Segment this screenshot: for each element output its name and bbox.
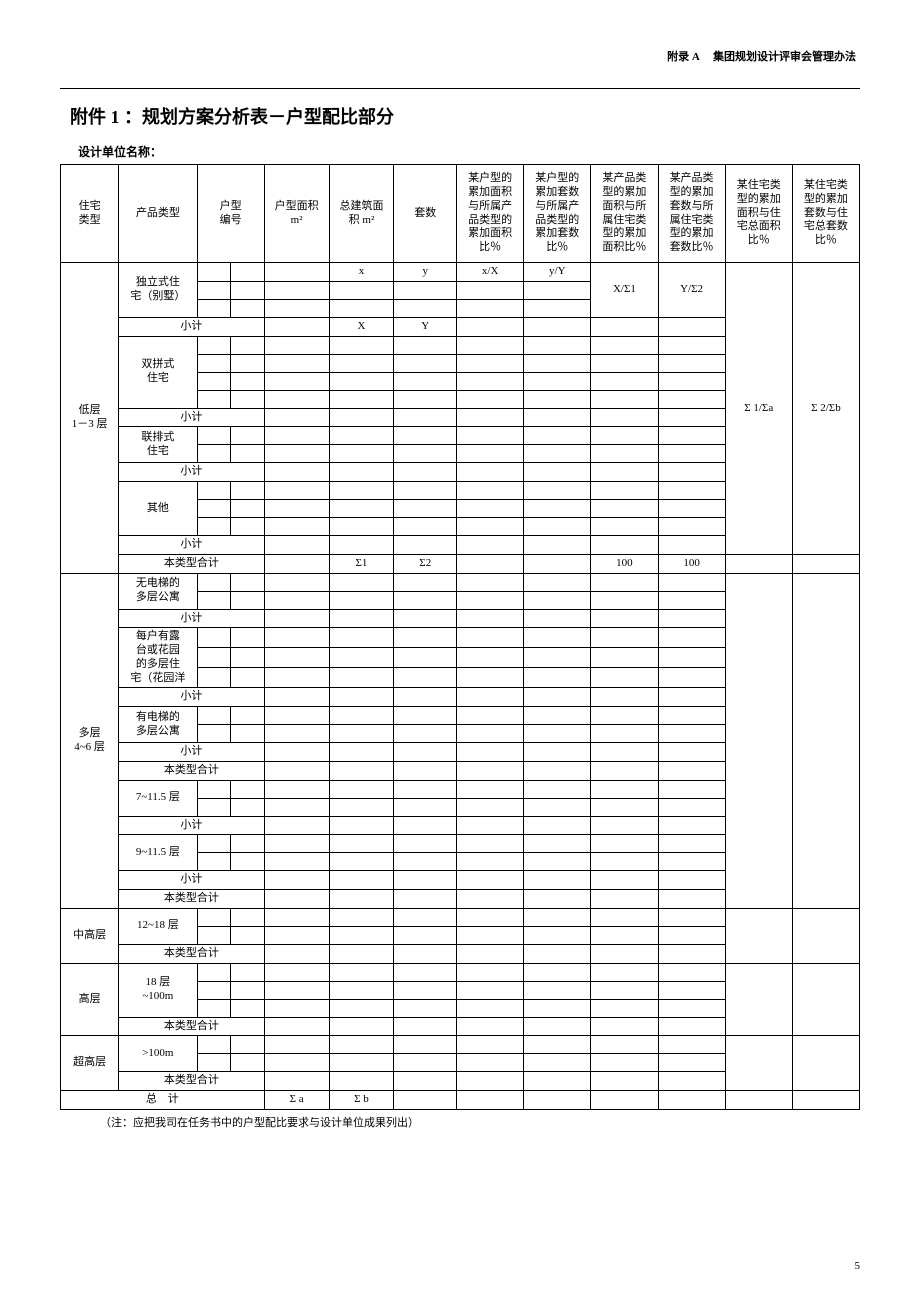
cell: X <box>329 317 394 336</box>
prod-villa: 独立式住宅（别墅） <box>119 263 197 318</box>
prod-row: 联排式住宅 <box>119 427 197 463</box>
prod-18-100: 18 层~100m <box>119 963 197 1017</box>
cell: Σ a <box>264 1091 329 1110</box>
col-housing-type: 住宅类型 <box>61 165 119 263</box>
subtotal-label: 小计 <box>119 871 264 890</box>
cell: y/Y <box>524 263 591 282</box>
cell: 100 <box>658 554 725 573</box>
type-total-label: 本类型合计 <box>119 554 264 573</box>
col-total-area: 总建筑面积 m² <box>329 165 394 263</box>
header-row: 住宅类型 产品类型 户型编号 户型面积m² 总建筑面积 m² 套数 某户型的累加… <box>61 165 860 263</box>
analysis-table: 住宅类型 产品类型 户型编号 户型面积m² 总建筑面积 m² 套数 某户型的累加… <box>60 164 860 1110</box>
subtotal-label: 小计 <box>119 408 264 427</box>
table-row: 多层4~6 层 无电梯的多层公寓 <box>61 573 860 591</box>
col-ratio-9: 某产品类型的累加面积与所属住宅类型的累加面积比％ <box>591 165 658 263</box>
table-row: 低层1－3 层 独立式住宅（别墅） x y x/X y/Y X/Σ1 Y/Σ2 … <box>61 263 860 282</box>
subtotal-label: 小计 <box>119 816 264 835</box>
col-ratio-10: 某产品类型的累加套数与所属住宅类型的累加套数比％ <box>658 165 725 263</box>
cell: Y/Σ2 <box>658 263 725 318</box>
subtotal-label: 小计 <box>119 743 264 762</box>
grand-total-label: 总 计 <box>61 1091 265 1110</box>
cell: Σ1 <box>329 554 394 573</box>
cell: Σ 2/Σb <box>792 263 859 555</box>
prod-noelev: 无电梯的多层公寓 <box>119 573 197 609</box>
cell: X/Σ1 <box>591 263 658 318</box>
cat-high: 高层 <box>61 963 119 1036</box>
appendix-label: 附录 A 集团规划设计评审会管理办法 <box>60 48 860 64</box>
prod-elev: 有电梯的多层公寓 <box>119 707 197 743</box>
cell: x <box>329 263 394 282</box>
document-title: 附件 1 ：规划方案分析表－户型配比部分 <box>70 103 860 129</box>
subtotal-label: 小计 <box>119 688 264 707</box>
prod-garden: 每户有露台或花园的多层住宅（花园洋 <box>119 628 197 688</box>
col-unit-area: 户型面积m² <box>264 165 329 263</box>
subtotal-label: 小计 <box>119 609 264 628</box>
col-unit-no: 户型编号 <box>197 165 264 263</box>
subtotal-label: 小计 <box>119 463 264 482</box>
col-ratio-12: 某住宅类型的累加套数与住宅总套数比％ <box>792 165 859 263</box>
type-total-label: 本类型合计 <box>119 944 264 963</box>
cell: Σ2 <box>394 554 457 573</box>
cell: Y <box>394 317 457 336</box>
col-ratio-8: 某户型的累加套数与所属产品类型的累加套数比％ <box>524 165 591 263</box>
col-ratio-11: 某住宅类型的累加面积与住宅总面积比％ <box>725 165 792 263</box>
col-product-type: 产品类型 <box>119 165 197 263</box>
subtotal-label: 小计 <box>119 536 264 555</box>
cat-multi: 多层4~6 层 <box>61 573 119 908</box>
col-count: 套数 <box>394 165 457 263</box>
prod-9-11: 9~11.5 层 <box>119 835 197 871</box>
grand-total-row: 总 计 Σ a Σ b <box>61 1091 860 1110</box>
prod-7-11: 7~11.5 层 <box>119 780 197 816</box>
type-total-label: 本类型合计 <box>119 1072 264 1091</box>
subtotal-label: 小计 <box>119 317 264 336</box>
prod-other: 其他 <box>119 482 197 536</box>
table-row: 超高层 >100m <box>61 1036 860 1054</box>
type-total-label: 本类型合计 <box>119 890 264 909</box>
design-unit-label: 设计单位名称： <box>78 143 860 160</box>
prod-12-18: 12~18 层 <box>119 908 197 944</box>
cell: y <box>394 263 457 282</box>
cell: Σ b <box>329 1091 394 1110</box>
footnote: （注：应把我司在任务书中的户型配比要求与设计单位成果列出） <box>100 1114 860 1130</box>
table-row: 高层 18 层~100m <box>61 963 860 981</box>
prod-semi: 双拼式住宅 <box>119 336 197 408</box>
prod-100m: >100m <box>119 1036 197 1072</box>
cell: 100 <box>591 554 658 573</box>
cat-low: 低层1－3 层 <box>61 263 119 574</box>
table-row: 中高层 12~18 层 <box>61 908 860 926</box>
cell: Σ 1/Σa <box>725 263 792 555</box>
type-total-label: 本类型合计 <box>119 1017 264 1036</box>
col-ratio-7: 某户型的累加面积与所属产品类型的累加面积比％ <box>457 165 524 263</box>
page-number: 5 <box>855 1260 861 1272</box>
type-total-label: 本类型合计 <box>119 761 264 780</box>
header-rule <box>60 88 860 89</box>
cat-midhigh: 中高层 <box>61 908 119 963</box>
cell: x/X <box>457 263 524 282</box>
type-total-row: 本类型合计 Σ1 Σ2 100 100 <box>61 554 860 573</box>
cat-superhigh: 超高层 <box>61 1036 119 1091</box>
